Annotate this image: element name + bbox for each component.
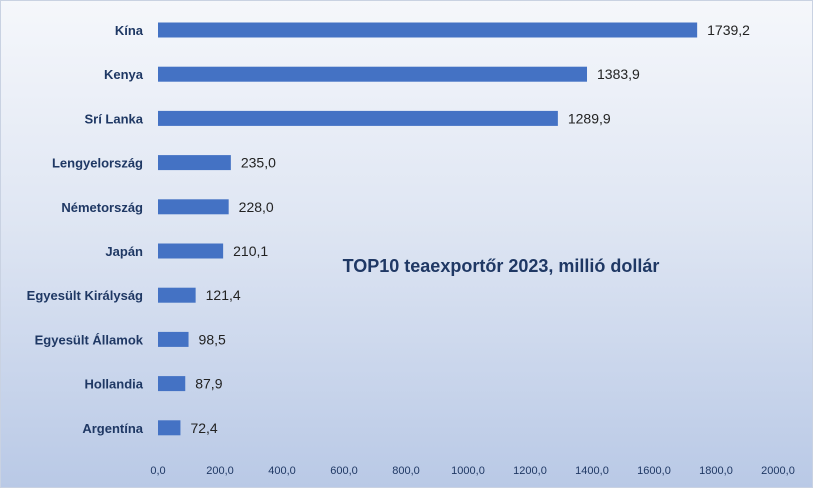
x-tick-label: 1000,0 bbox=[451, 465, 485, 477]
x-tick-label: 1200,0 bbox=[513, 465, 547, 477]
category-label-kina: Kína bbox=[115, 23, 144, 38]
bar-sri-lanka bbox=[158, 110, 558, 126]
category-label-egyesult-kiralysag: Egyesült Királyság bbox=[27, 288, 143, 303]
category-label-kenya: Kenya bbox=[104, 67, 144, 82]
category-label-hollandia: Hollandia bbox=[84, 377, 143, 392]
category-label-japan: Japán bbox=[105, 244, 143, 259]
value-labels: 1739,2 1383,9 1289,9 235,0 228,0 210,1 121,4 98… bbox=[190, 22, 750, 436]
bars-group bbox=[158, 22, 698, 436]
x-tick-label: 2000,0 bbox=[761, 465, 795, 477]
bar-lengyelorszag bbox=[158, 155, 231, 171]
x-tick-label: 0,0 bbox=[150, 465, 165, 477]
value-label-kina: 1739,2 bbox=[707, 22, 750, 38]
x-tick-label: 200,0 bbox=[206, 465, 234, 477]
value-label-egyesult-allamok: 98,5 bbox=[199, 331, 226, 347]
value-label-lengyelorszag: 235,0 bbox=[241, 155, 276, 171]
bar-egyesult-kiralysag bbox=[158, 287, 196, 303]
value-label-nemetorszag: 228,0 bbox=[239, 199, 274, 215]
category-label-lengyelorszag: Lengyelország bbox=[52, 156, 143, 171]
chart-title: TOP10 teaexportőr 2023, millió dollár bbox=[343, 256, 660, 276]
value-label-japan: 210,1 bbox=[233, 243, 268, 259]
bar-japan bbox=[158, 243, 224, 259]
bar-kenya bbox=[158, 66, 588, 82]
bar-hollandia bbox=[158, 376, 186, 392]
bar-argentina bbox=[158, 420, 181, 436]
x-tick-label: 1600,0 bbox=[637, 465, 671, 477]
category-labels: Kína Kenya Srí Lanka Lengyelország Németorsz… bbox=[27, 23, 144, 436]
category-label-sri-lanka: Srí Lanka bbox=[84, 111, 143, 126]
x-axis-ticks: 0,0 200,0 400,0 600,0 800,0 1000,0 1200,0 1400,… bbox=[150, 465, 794, 477]
value-label-hollandia: 87,9 bbox=[195, 376, 222, 392]
x-tick-label: 600,0 bbox=[330, 465, 358, 477]
value-label-argentina: 72,4 bbox=[190, 420, 217, 436]
x-tick-label: 1800,0 bbox=[699, 465, 733, 477]
x-tick-label: 1400,0 bbox=[575, 465, 609, 477]
bar-kina bbox=[158, 22, 698, 38]
category-label-egyesult-allamok: Egyesült Államok bbox=[35, 332, 144, 347]
x-tick-label: 800,0 bbox=[392, 465, 420, 477]
category-label-argentina: Argentína bbox=[82, 421, 143, 436]
category-label-nemetorszag: Németország bbox=[61, 200, 143, 215]
bar-egyesult-allamok bbox=[158, 331, 189, 347]
bar-nemetorszag bbox=[158, 199, 229, 215]
value-label-egyesult-kiralysag: 121,4 bbox=[206, 287, 241, 303]
value-label-sri-lanka: 1289,9 bbox=[568, 110, 611, 126]
value-label-kenya: 1383,9 bbox=[597, 66, 640, 82]
x-tick-label: 400,0 bbox=[268, 465, 296, 477]
